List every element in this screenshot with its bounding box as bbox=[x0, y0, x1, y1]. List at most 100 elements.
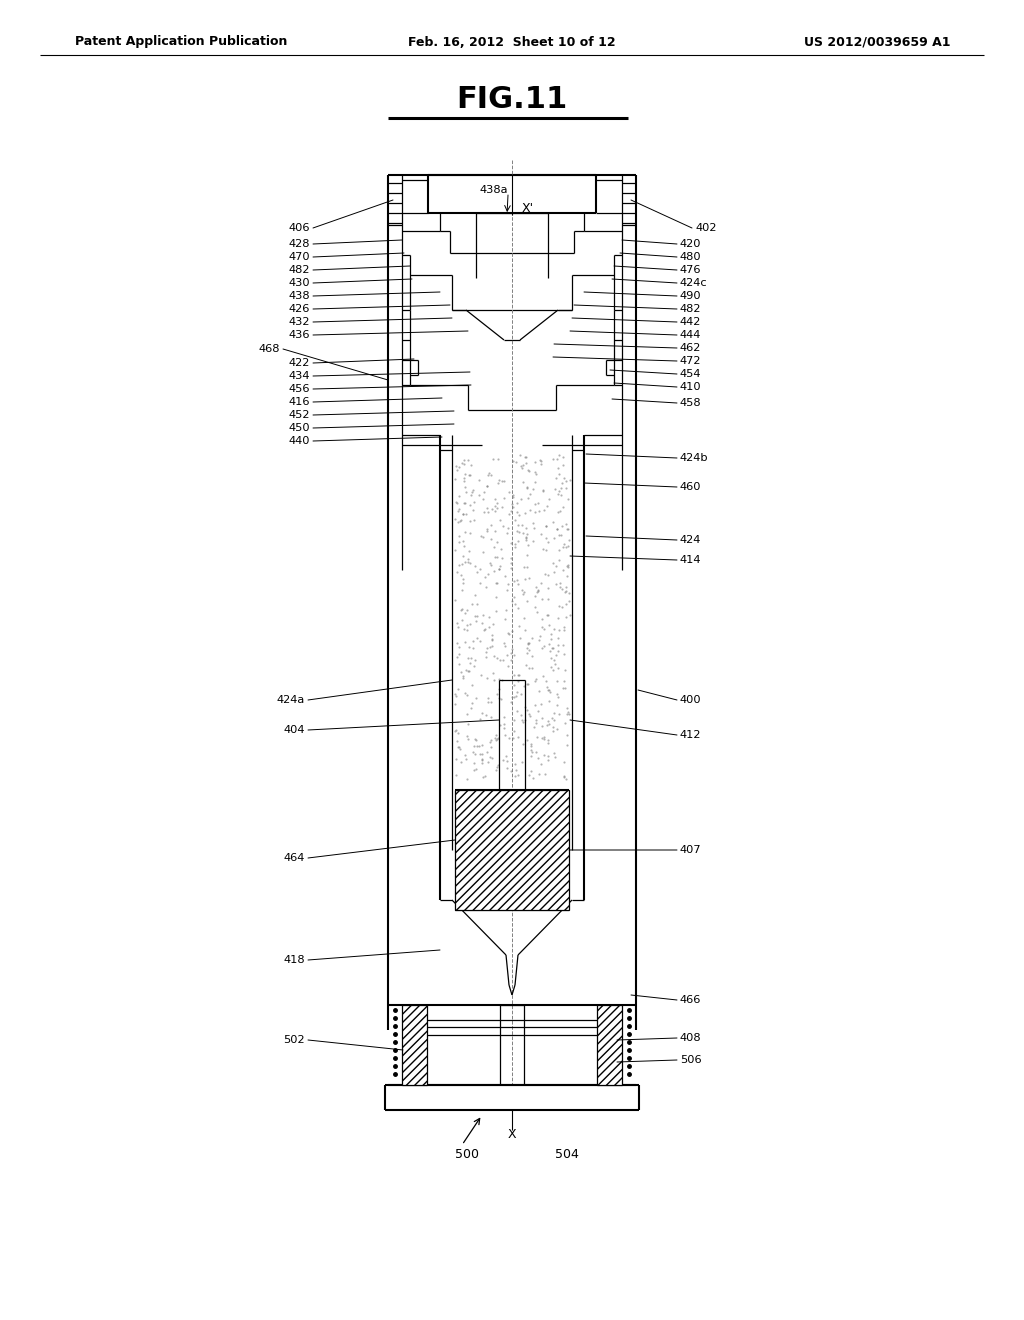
Point bbox=[511, 615, 527, 636]
Point bbox=[472, 664, 488, 685]
Point bbox=[492, 714, 508, 735]
Point bbox=[474, 527, 490, 548]
Point bbox=[532, 573, 549, 594]
Point bbox=[556, 660, 572, 681]
Point bbox=[479, 564, 496, 585]
Text: 424: 424 bbox=[680, 535, 701, 545]
Point bbox=[475, 766, 492, 787]
Text: 444: 444 bbox=[680, 330, 701, 341]
Point bbox=[532, 694, 549, 715]
Point bbox=[541, 614, 557, 635]
Point bbox=[450, 512, 466, 533]
Text: 464: 464 bbox=[284, 853, 305, 863]
Point bbox=[509, 701, 525, 722]
Point bbox=[545, 638, 561, 659]
Point bbox=[526, 494, 543, 515]
Point bbox=[450, 730, 466, 751]
Point bbox=[513, 579, 529, 601]
Point bbox=[549, 449, 565, 470]
Point bbox=[536, 729, 552, 750]
Point bbox=[522, 735, 539, 756]
Point bbox=[449, 647, 465, 668]
Point bbox=[477, 566, 494, 587]
Point bbox=[534, 589, 550, 610]
Text: 482: 482 bbox=[680, 304, 701, 314]
Point bbox=[514, 454, 530, 475]
Point bbox=[456, 470, 472, 491]
Point bbox=[507, 766, 523, 787]
Point bbox=[456, 535, 472, 556]
Point bbox=[454, 598, 470, 619]
Point bbox=[560, 519, 577, 540]
Point bbox=[552, 576, 568, 597]
Text: 452: 452 bbox=[289, 411, 310, 420]
Point bbox=[496, 706, 512, 727]
Point bbox=[488, 756, 505, 777]
Point bbox=[525, 512, 542, 533]
Point bbox=[549, 483, 565, 504]
Point bbox=[494, 548, 510, 569]
Point bbox=[490, 688, 507, 709]
Point bbox=[536, 635, 552, 656]
Point bbox=[547, 479, 563, 500]
Point bbox=[541, 680, 557, 701]
Point bbox=[559, 556, 575, 577]
Point bbox=[528, 668, 545, 689]
Text: Patent Application Publication: Patent Application Publication bbox=[75, 36, 288, 49]
Point bbox=[460, 729, 476, 750]
Point bbox=[530, 701, 547, 722]
Point bbox=[519, 643, 536, 664]
Point bbox=[555, 635, 571, 656]
Point bbox=[561, 704, 578, 725]
Point bbox=[470, 469, 486, 490]
Point bbox=[518, 451, 535, 473]
Point bbox=[487, 488, 504, 510]
Point bbox=[520, 632, 537, 653]
Point bbox=[516, 581, 532, 602]
Point bbox=[556, 616, 572, 638]
Point bbox=[460, 648, 476, 669]
Point bbox=[537, 744, 553, 766]
Point bbox=[528, 582, 545, 603]
Point bbox=[447, 491, 464, 512]
Point bbox=[461, 636, 477, 657]
Point bbox=[451, 554, 467, 576]
Point bbox=[515, 607, 531, 628]
Text: 504: 504 bbox=[555, 1148, 579, 1162]
Point bbox=[561, 469, 578, 490]
Point bbox=[558, 704, 574, 725]
Point bbox=[534, 454, 550, 475]
Point bbox=[556, 767, 572, 788]
Point bbox=[464, 482, 480, 503]
Point bbox=[554, 597, 570, 618]
Point bbox=[449, 561, 465, 582]
Point bbox=[483, 624, 500, 645]
Point bbox=[467, 556, 483, 577]
Point bbox=[535, 665, 551, 686]
Point bbox=[551, 524, 567, 545]
Point bbox=[457, 682, 473, 704]
Point bbox=[460, 548, 476, 569]
Text: X': X' bbox=[522, 202, 535, 214]
Text: 466: 466 bbox=[680, 995, 701, 1005]
Point bbox=[558, 519, 574, 540]
Point bbox=[546, 710, 562, 731]
Point bbox=[501, 480, 517, 502]
Point bbox=[555, 560, 571, 581]
Point bbox=[545, 511, 561, 532]
Point bbox=[457, 477, 473, 498]
Point bbox=[459, 768, 475, 789]
Point bbox=[557, 677, 573, 698]
Point bbox=[487, 573, 504, 594]
Bar bbox=[597, 1005, 622, 1085]
Text: 424b: 424b bbox=[680, 453, 709, 463]
Point bbox=[539, 714, 555, 735]
Point bbox=[542, 640, 558, 661]
Text: 462: 462 bbox=[680, 343, 701, 352]
Point bbox=[487, 520, 504, 541]
Point bbox=[537, 763, 553, 784]
Point bbox=[530, 630, 547, 651]
Point bbox=[455, 503, 471, 524]
Point bbox=[460, 714, 476, 735]
Point bbox=[496, 632, 512, 653]
